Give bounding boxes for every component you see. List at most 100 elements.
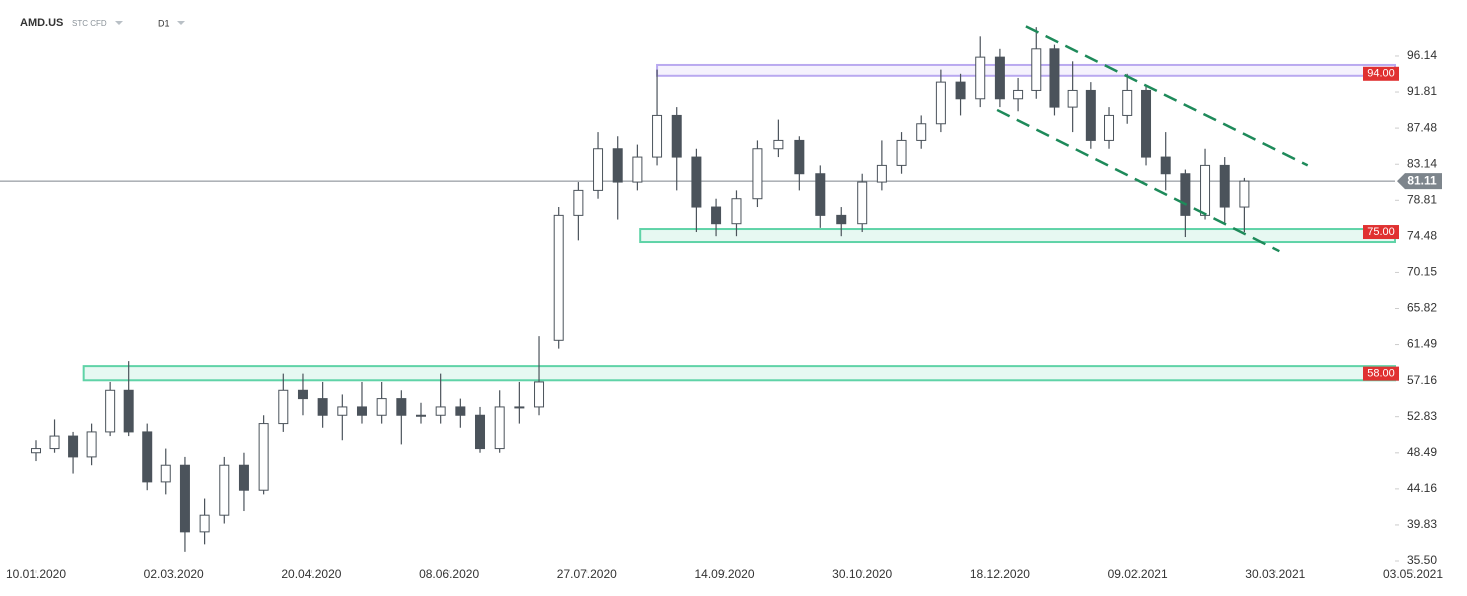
candle-body bbox=[356, 406, 367, 416]
candle-body bbox=[160, 464, 171, 483]
price-zone bbox=[639, 228, 1396, 244]
candle-body bbox=[435, 406, 446, 416]
y-tick-label: 35.50 bbox=[1407, 553, 1437, 567]
candle-body bbox=[1200, 164, 1211, 216]
y-tick-label: 91.81 bbox=[1407, 84, 1437, 98]
y-tick-label: 70.15 bbox=[1407, 265, 1437, 279]
level-label-box bbox=[1363, 225, 1399, 240]
y-tick-label: 65.82 bbox=[1407, 301, 1437, 315]
x-tick-label: 30.03.2021 bbox=[1245, 567, 1305, 581]
candle-body bbox=[337, 406, 348, 416]
candle-body bbox=[1013, 89, 1024, 100]
dropdown-arrow[interactable] bbox=[115, 21, 123, 25]
trend-line bbox=[1025, 25, 1309, 167]
candle-body bbox=[31, 448, 41, 454]
candle-body bbox=[297, 389, 308, 400]
candle-body bbox=[238, 464, 249, 491]
x-tick-label: 27.07.2020 bbox=[557, 567, 617, 581]
y-tick-label: 39.83 bbox=[1407, 517, 1437, 531]
candle-body bbox=[1122, 89, 1133, 116]
y-tick-label: 96.14 bbox=[1407, 48, 1437, 62]
x-tick-label: 08.06.2020 bbox=[419, 567, 479, 581]
y-tick-label: 44.16 bbox=[1407, 481, 1437, 495]
candle-body bbox=[105, 389, 116, 433]
level-label: 58.00 bbox=[1367, 368, 1395, 380]
candle-body bbox=[1085, 89, 1096, 141]
candle-body bbox=[752, 148, 763, 200]
level-label: 94.00 bbox=[1367, 68, 1395, 80]
candle-body bbox=[317, 398, 328, 416]
candle-body bbox=[396, 398, 407, 416]
x-tick-label: 09.02.2021 bbox=[1108, 567, 1168, 581]
candle-body bbox=[593, 148, 604, 191]
y-tick-label: 48.49 bbox=[1407, 445, 1437, 459]
candle-body bbox=[955, 81, 966, 100]
candle-body bbox=[376, 398, 387, 416]
candle-body bbox=[494, 406, 505, 450]
last-price-box bbox=[1397, 173, 1442, 190]
level-label-box bbox=[1363, 366, 1399, 381]
candle-body bbox=[711, 206, 722, 225]
candle-body bbox=[475, 414, 486, 450]
x-tick-label: 02.03.2020 bbox=[144, 567, 204, 581]
last-price-label: 81.11 bbox=[1407, 173, 1437, 187]
candle-body bbox=[86, 431, 97, 458]
candle-body bbox=[975, 56, 986, 100]
x-tick-label: 14.09.2020 bbox=[694, 567, 754, 581]
candle-body bbox=[731, 198, 742, 225]
candle-body bbox=[219, 464, 230, 516]
candle-body bbox=[632, 156, 643, 183]
dropdown-arrow[interactable] bbox=[177, 21, 185, 25]
candle-body bbox=[68, 435, 79, 458]
candle-body bbox=[935, 81, 946, 125]
price-zone bbox=[82, 365, 1396, 382]
candle-body bbox=[49, 435, 60, 450]
candle-body bbox=[1031, 48, 1042, 91]
y-tick-label: 74.48 bbox=[1407, 229, 1437, 243]
x-tick-label: 18.12.2020 bbox=[970, 567, 1030, 581]
x-tick-label: 03.05.2021 bbox=[1383, 567, 1443, 581]
candle-body bbox=[815, 173, 826, 216]
candle-body bbox=[1067, 89, 1078, 108]
level-label-box bbox=[1363, 66, 1399, 81]
candle-body bbox=[773, 139, 784, 150]
candle-body bbox=[1104, 114, 1115, 141]
candle-body bbox=[671, 114, 682, 158]
y-tick-label: 61.49 bbox=[1407, 337, 1437, 351]
trend-line bbox=[996, 108, 1280, 253]
y-tick-label: 87.48 bbox=[1407, 120, 1437, 134]
candle-body bbox=[794, 139, 805, 175]
x-tick-label: 30.10.2020 bbox=[832, 567, 892, 581]
instrument[interactable]: STC CFD bbox=[72, 19, 107, 28]
candle-body bbox=[1180, 173, 1191, 216]
candle-body bbox=[534, 381, 545, 408]
candle-body bbox=[123, 389, 134, 433]
candle-body bbox=[514, 406, 525, 409]
candle-body bbox=[857, 181, 868, 225]
candle-body bbox=[415, 414, 426, 417]
candle-body bbox=[836, 214, 847, 225]
header: AMD.US STC CFD D1 bbox=[20, 17, 185, 29]
candle-body bbox=[1239, 180, 1250, 208]
price-zone bbox=[656, 63, 1396, 77]
candle-body bbox=[994, 56, 1005, 100]
candle-body bbox=[612, 148, 623, 183]
candle-body bbox=[1219, 164, 1230, 208]
y-tick-label: 57.16 bbox=[1407, 373, 1437, 387]
candle-body bbox=[278, 389, 289, 425]
candle-body bbox=[258, 423, 269, 491]
candle-body bbox=[553, 214, 564, 341]
symbol: AMD.US bbox=[20, 17, 63, 29]
candle-body bbox=[652, 114, 663, 158]
candle-body bbox=[455, 406, 466, 416]
candle-body bbox=[876, 164, 887, 183]
interval[interactable]: D1 bbox=[158, 18, 170, 28]
candle-body bbox=[1141, 89, 1152, 158]
y-tick-label: 83.14 bbox=[1407, 156, 1437, 170]
candle-body bbox=[691, 156, 702, 208]
x-tick-label: 10.01.2020 bbox=[6, 567, 66, 581]
y-tick-label: 52.83 bbox=[1407, 409, 1437, 423]
level-label: 75.00 bbox=[1367, 226, 1395, 238]
candle-body bbox=[1049, 48, 1060, 108]
